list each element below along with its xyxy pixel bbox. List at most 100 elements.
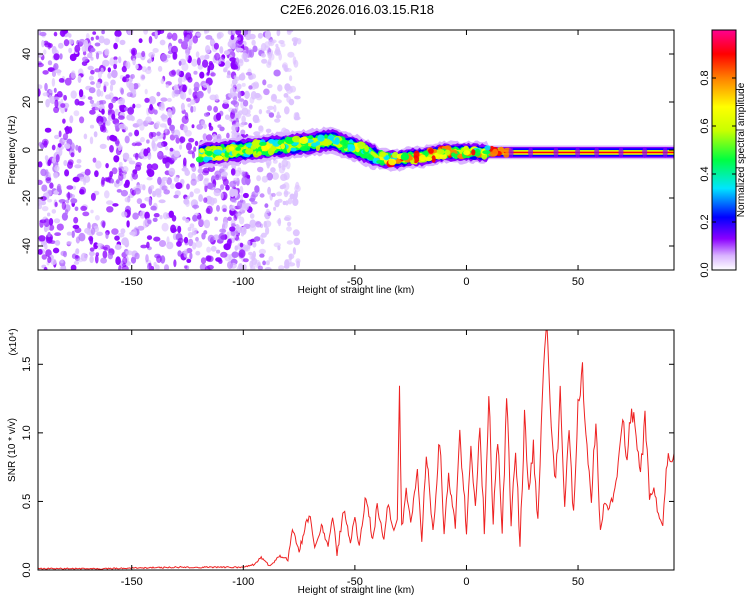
noise-speckle: [173, 259, 177, 268]
noise-speckle: [286, 240, 294, 245]
noise-speckle: [175, 137, 180, 144]
noise-speckle: [115, 138, 120, 147]
noise-speckle: [148, 96, 156, 105]
noise-speckle: [50, 258, 57, 265]
noise-speckle: [58, 78, 65, 83]
ridge-blob: [308, 135, 314, 140]
noise-speckle: [96, 115, 104, 125]
noise-speckle: [114, 244, 122, 250]
noise-speckle: [260, 238, 265, 245]
noise-speckle: [104, 190, 110, 199]
noise-speckle: [292, 56, 297, 65]
noise-speckle: [233, 189, 238, 198]
noise-speckle: [223, 68, 227, 73]
noise-speckle: [159, 215, 163, 220]
noise-speckle: [56, 185, 61, 192]
noise-speckle: [45, 189, 52, 197]
noise-speckle: [59, 265, 66, 270]
noise-speckle: [161, 222, 169, 232]
noise-speckle: [215, 60, 222, 65]
noise-speckle: [209, 94, 217, 101]
ridge-blob: [332, 140, 339, 145]
noise-speckle: [287, 51, 295, 58]
noise-speckle: [278, 162, 282, 169]
noise-speckle: [205, 45, 211, 54]
noise-speckle: [204, 265, 211, 270]
noise-speckle: [139, 210, 146, 219]
noise-speckle: [241, 226, 247, 235]
noise-speckle: [78, 232, 86, 242]
noise-speckle: [168, 210, 174, 218]
snr-series-line: [38, 330, 674, 570]
noise-speckle: [240, 129, 246, 135]
noise-speckle: [186, 183, 190, 190]
ridge-blob: [428, 148, 434, 154]
noise-speckle: [136, 118, 144, 126]
noise-speckle: [144, 88, 148, 95]
snr-ytick-label: 1.5: [21, 357, 33, 372]
noise-speckle: [186, 142, 192, 151]
noise-speckle: [72, 185, 76, 191]
noise-speckle: [248, 122, 253, 129]
ridge-blob: [257, 151, 262, 157]
noise-speckle: [38, 198, 42, 207]
noise-speckle: [57, 143, 62, 148]
noise-speckle: [254, 185, 260, 193]
noise-speckle: [187, 150, 194, 155]
noise-speckle: [182, 84, 187, 93]
noise-speckle: [62, 133, 69, 141]
noise-speckle: [94, 102, 100, 111]
noise-speckle: [94, 68, 101, 73]
ridge-blob: [229, 146, 235, 151]
noise-speckle: [195, 240, 203, 248]
ridge-blob: [326, 139, 332, 146]
noise-speckle: [292, 247, 296, 255]
noise-speckle: [197, 218, 205, 227]
noise-speckle: [41, 254, 47, 260]
noise-speckle: [210, 245, 217, 252]
noise-speckle: [38, 52, 43, 58]
noise-speckle: [146, 176, 153, 181]
noise-speckle: [74, 206, 79, 212]
noise-speckle: [196, 175, 200, 183]
noise-speckle: [216, 31, 224, 39]
noise-speckle: [183, 125, 188, 133]
noise-speckle: [164, 264, 169, 270]
noise-speckle: [121, 265, 129, 270]
noise-speckle: [286, 226, 292, 232]
noise-speckle: [79, 186, 87, 195]
noise-speckle: [38, 84, 43, 90]
noise-speckle: [278, 265, 285, 270]
noise-speckle: [67, 161, 73, 169]
noise-speckle: [294, 184, 301, 193]
noise-speckle: [207, 234, 215, 243]
spectrogram-ytick-label: 40: [21, 48, 33, 60]
spectrogram-ytick-label: 20: [21, 96, 33, 108]
noise-speckle: [210, 72, 216, 77]
snr-xtick-label: 50: [572, 576, 584, 588]
noise-speckle: [267, 58, 272, 66]
noise-speckle: [222, 221, 228, 230]
noise-speckle: [54, 240, 61, 246]
spectrogram-xlabel: Height of straight line (km): [298, 285, 415, 296]
noise-speckle: [261, 175, 269, 183]
noise-speckle: [127, 107, 135, 115]
noise-speckle: [192, 105, 197, 113]
ridge-blob: [214, 155, 223, 161]
noise-speckle: [42, 92, 49, 97]
noise-speckle: [262, 79, 267, 86]
noise-speckle: [38, 161, 43, 168]
noise-speckle: [124, 135, 130, 144]
noise-speckle: [115, 256, 121, 266]
noise-speckle: [235, 30, 242, 36]
noise-speckle: [120, 88, 124, 95]
noise-speckle: [135, 64, 139, 70]
noise-speckle: [144, 97, 150, 103]
noise-speckle: [246, 174, 251, 179]
noise-speckle: [104, 48, 110, 56]
noise-speckle: [247, 109, 251, 114]
noise-speckle: [196, 57, 201, 66]
noise-speckle: [101, 30, 105, 35]
noise-speckle: [44, 82, 48, 92]
noise-speckle: [41, 184, 48, 192]
